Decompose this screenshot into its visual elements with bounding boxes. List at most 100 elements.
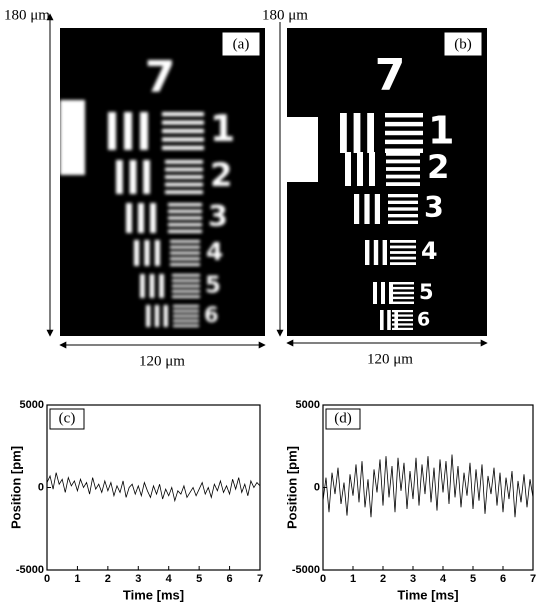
bar bbox=[162, 137, 204, 142]
bar bbox=[162, 145, 204, 150]
element-number: 4 bbox=[206, 237, 223, 266]
bar bbox=[173, 319, 199, 323]
bar bbox=[392, 327, 413, 330]
bar bbox=[170, 245, 200, 249]
bar bbox=[388, 200, 418, 204]
bar bbox=[116, 160, 123, 194]
bar bbox=[172, 295, 200, 298]
bar bbox=[367, 113, 374, 153]
bar bbox=[163, 305, 168, 327]
bar bbox=[364, 194, 370, 224]
bar bbox=[149, 274, 155, 298]
bar bbox=[126, 203, 132, 233]
target-b: 712 3 4 5 6 bbox=[287, 50, 454, 331]
element-number: 2 bbox=[427, 148, 449, 186]
bar bbox=[388, 207, 418, 211]
bar bbox=[386, 159, 420, 164]
bar bbox=[172, 279, 200, 282]
bar bbox=[388, 214, 418, 218]
bar bbox=[373, 282, 377, 304]
x-tick-label: 3 bbox=[135, 573, 141, 585]
x-axis-title: Time [ms] bbox=[123, 587, 184, 602]
bar bbox=[129, 160, 137, 194]
bar bbox=[170, 257, 200, 261]
group-number: 7 bbox=[145, 52, 176, 103]
bar bbox=[168, 229, 202, 233]
panel-label: (a) bbox=[233, 36, 250, 52]
y-tick-label: 0 bbox=[314, 481, 320, 493]
label-box bbox=[443, 31, 483, 57]
bar bbox=[170, 251, 200, 255]
element-number: 4 bbox=[421, 237, 438, 265]
width-label: 120 μm bbox=[367, 351, 413, 367]
edge-block bbox=[60, 100, 85, 175]
element-number: 3 bbox=[424, 191, 444, 224]
signal-line bbox=[46, 472, 261, 503]
bar bbox=[154, 305, 160, 327]
x-tick-label: 3 bbox=[410, 573, 416, 585]
bar bbox=[345, 152, 351, 186]
y-tick-label: 0 bbox=[38, 481, 44, 493]
x-tick-label: 4 bbox=[440, 573, 447, 585]
bar bbox=[165, 190, 203, 194]
bar bbox=[391, 301, 414, 304]
bar bbox=[380, 310, 384, 330]
bar bbox=[390, 262, 416, 265]
bar bbox=[388, 194, 418, 198]
image-b bbox=[287, 28, 487, 336]
bar bbox=[172, 284, 200, 288]
x-tick-label: 0 bbox=[320, 573, 326, 585]
x-tick-label: 0 bbox=[44, 573, 50, 585]
bar bbox=[154, 240, 160, 266]
element-number: 2 bbox=[210, 156, 232, 194]
bar bbox=[369, 152, 375, 186]
bar bbox=[168, 209, 202, 213]
bar bbox=[387, 310, 391, 330]
bar bbox=[159, 274, 164, 298]
bar bbox=[170, 263, 200, 266]
panel-label: (b) bbox=[454, 36, 472, 52]
y-axis-title: Position [pm] bbox=[8, 446, 23, 529]
x-tick-label: 7 bbox=[530, 573, 536, 585]
bar bbox=[173, 324, 199, 327]
bar bbox=[391, 282, 414, 285]
plot-frame bbox=[46, 404, 261, 571]
x-tick-label: 4 bbox=[166, 573, 173, 585]
bar bbox=[386, 152, 420, 156]
element-number: 5 bbox=[205, 273, 221, 299]
bar bbox=[385, 148, 423, 153]
bar bbox=[146, 305, 151, 327]
bar bbox=[353, 113, 361, 153]
height-label: 180 μm bbox=[262, 7, 308, 23]
bar bbox=[150, 203, 156, 233]
bar bbox=[391, 296, 414, 300]
bar bbox=[382, 240, 387, 265]
bar bbox=[392, 318, 413, 322]
bar bbox=[173, 314, 199, 318]
bar bbox=[144, 240, 150, 266]
bar bbox=[390, 245, 416, 249]
bar bbox=[386, 182, 420, 186]
bar bbox=[390, 251, 416, 254]
bar bbox=[138, 203, 144, 233]
bar bbox=[388, 220, 418, 224]
bar bbox=[381, 282, 385, 304]
bar bbox=[124, 112, 132, 150]
bar bbox=[108, 112, 116, 150]
x-tick-label: 2 bbox=[105, 573, 111, 585]
bar bbox=[385, 121, 423, 127]
width-label: 120 μm bbox=[139, 353, 185, 369]
x-tick-label: 5 bbox=[196, 573, 202, 585]
bar bbox=[173, 309, 199, 313]
bar bbox=[392, 310, 413, 313]
signal-line bbox=[322, 454, 534, 518]
x-tick-label: 7 bbox=[257, 573, 263, 585]
x-tick-label: 1 bbox=[74, 573, 80, 585]
bar bbox=[165, 160, 203, 164]
bar bbox=[391, 291, 414, 295]
bar bbox=[385, 113, 423, 118]
label-box bbox=[325, 408, 361, 430]
bar bbox=[386, 174, 420, 179]
x-axis-title: Time [ms] bbox=[397, 587, 458, 602]
bar bbox=[340, 113, 347, 153]
